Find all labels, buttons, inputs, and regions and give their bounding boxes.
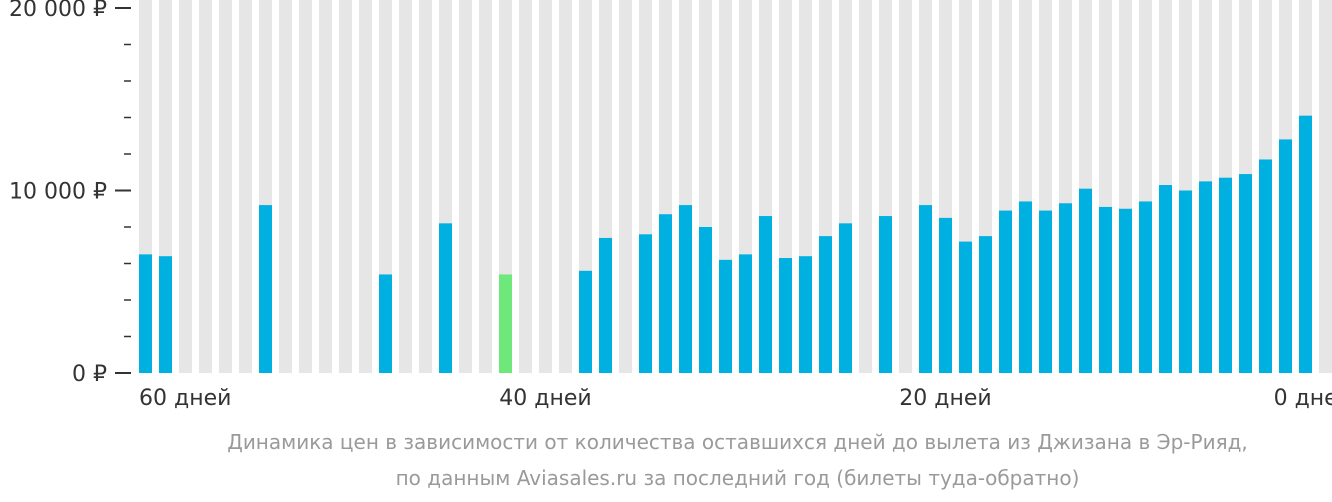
price-bar-highlighted — [499, 274, 512, 373]
price-bar — [759, 216, 772, 373]
price-bar — [719, 259, 732, 373]
x-tick-label: 40 дней — [499, 386, 591, 411]
price-bar — [1259, 159, 1272, 373]
background-column — [519, 0, 532, 373]
background-column — [479, 0, 492, 373]
background-column — [179, 0, 192, 373]
price-bar — [999, 210, 1012, 373]
price-bar — [1099, 206, 1112, 373]
price-bar — [599, 237, 612, 373]
background-column — [239, 0, 252, 373]
x-tick-label: 60 дней — [139, 386, 231, 411]
price-bar — [839, 223, 852, 373]
x-tick-label: 0 дней — [1274, 386, 1332, 411]
background-column — [619, 0, 632, 373]
price-bar — [919, 205, 932, 373]
background-column — [319, 0, 332, 373]
price-bar — [1239, 174, 1252, 373]
price-bar — [1279, 139, 1292, 373]
y-tick-label: 20 000 ₽ — [9, 0, 107, 22]
price-bar — [1179, 190, 1192, 373]
price-bar — [799, 256, 812, 373]
chart-caption-line-2: по данным Aviasales.ru за последний год … — [395, 466, 1080, 490]
price-bar — [959, 241, 972, 373]
background-column — [279, 0, 292, 373]
price-bar — [939, 217, 952, 373]
background-column — [399, 0, 412, 373]
y-tick-label: 0 ₽ — [72, 362, 107, 387]
background-column — [539, 0, 552, 373]
background-column — [859, 0, 872, 373]
background-column — [339, 0, 352, 373]
price-bar — [1219, 177, 1232, 373]
price-bar — [739, 254, 752, 373]
background-column — [899, 0, 912, 373]
price-bar — [979, 236, 992, 373]
y-axis: 0 ₽ 10 000 ₽ 20 000 ₽ — [9, 0, 131, 387]
price-bar — [259, 205, 272, 373]
x-axis: 60 дней 40 дней 20 дней 0 дней — [139, 386, 1332, 411]
x-tick-label: 20 дней — [899, 386, 991, 411]
price-bar — [679, 205, 692, 373]
background-column — [199, 0, 212, 373]
price-bar — [1039, 210, 1052, 373]
background-column — [219, 0, 232, 373]
price-bar — [139, 254, 152, 373]
background-column — [419, 0, 432, 373]
price-bar — [1159, 185, 1172, 373]
price-bar — [879, 216, 892, 373]
chart-caption-line-1: Динамика цен в зависимости от количества… — [227, 430, 1248, 454]
y-tick-label: 10 000 ₽ — [9, 180, 107, 205]
background-column — [559, 0, 572, 373]
price-bars — [139, 115, 1312, 374]
price-bar — [1019, 201, 1032, 373]
price-bar — [439, 223, 452, 373]
background-column — [1319, 0, 1332, 373]
background-columns — [139, 0, 1332, 373]
price-bar — [1079, 188, 1092, 373]
background-column — [299, 0, 312, 373]
price-bar — [1059, 203, 1072, 373]
price-bar — [159, 256, 172, 373]
price-bar — [659, 214, 672, 373]
price-bar — [379, 274, 392, 373]
price-bar — [1119, 208, 1132, 373]
price-bar — [1199, 181, 1212, 373]
background-column — [359, 0, 372, 373]
price-bar — [1139, 201, 1152, 373]
price-bar — [1299, 115, 1312, 374]
price-bar — [579, 270, 592, 373]
price-bar — [819, 236, 832, 373]
price-bar — [779, 258, 792, 373]
price-bar — [699, 227, 712, 373]
background-column — [459, 0, 472, 373]
price-bar — [639, 234, 652, 373]
